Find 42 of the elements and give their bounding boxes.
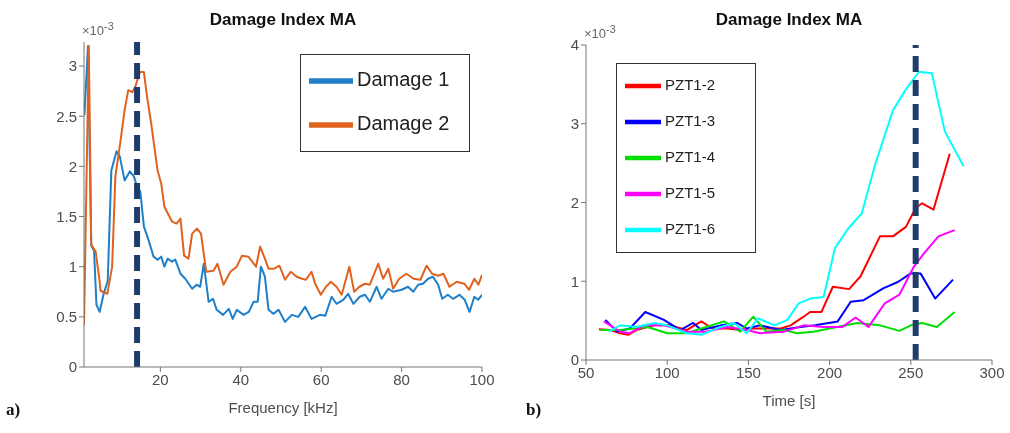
x-tick-label: 150 — [735, 363, 761, 381]
x-axis-title: Time [s] — [762, 392, 816, 409]
text: a) — [6, 400, 21, 420]
line-series — [597, 152, 951, 336]
x-tick-label: 200 — [817, 363, 843, 381]
x-tick-label: 40 — [232, 370, 250, 388]
text: b) — [526, 400, 542, 420]
text: ×10$^{-3}$ — [82, 20, 114, 39]
x-tick-label: 80 — [393, 370, 410, 388]
legend-label: Damage 2 — [357, 112, 450, 135]
chart-title: Damage Index MA — [715, 10, 863, 29]
line-series — [604, 272, 955, 333]
y-tick-label: 2 — [68, 157, 77, 175]
line-series — [599, 310, 956, 335]
y-tick-label: 0 — [570, 351, 579, 369]
line-series — [607, 70, 965, 336]
x-tick-label: 300 — [979, 363, 1005, 381]
x-tick-label: 60 — [312, 370, 330, 388]
text: ×10$^{-3}$ — [584, 23, 616, 42]
x-tick-label: 250 — [898, 363, 924, 381]
legend-label: PZT1-5 — [665, 183, 716, 201]
y-tick-label: 0.5 — [56, 308, 77, 326]
x-tick-label: 20 — [152, 370, 169, 388]
x-tick-label: 100 — [469, 370, 495, 388]
legend-label: PZT1-4 — [665, 147, 716, 165]
y-tick-label: 4 — [570, 36, 579, 54]
y-tick-label: 3 — [570, 115, 579, 133]
y-tick-label: 2 — [570, 193, 579, 211]
x-axis-title: Frequency [kHz] — [228, 399, 338, 416]
legend-label: Damage 1 — [357, 68, 450, 91]
y-tick-label: 1 — [570, 272, 579, 290]
x-tick-label: 50 — [577, 363, 595, 381]
legend-label: PZT1-2 — [665, 75, 716, 93]
legend-label: PZT1-3 — [665, 111, 716, 129]
y-tick-label: 3 — [68, 57, 77, 75]
y-tick-label: 0 — [68, 358, 77, 376]
legend-label: PZT1-6 — [665, 219, 716, 237]
y-tick-label: 1.5 — [56, 207, 77, 225]
y-tick-label: 1 — [68, 258, 77, 276]
x-tick-label: 100 — [654, 363, 680, 381]
chart-title: Damage Index MA — [209, 10, 357, 29]
y-tick-label: 2.5 — [56, 107, 77, 125]
